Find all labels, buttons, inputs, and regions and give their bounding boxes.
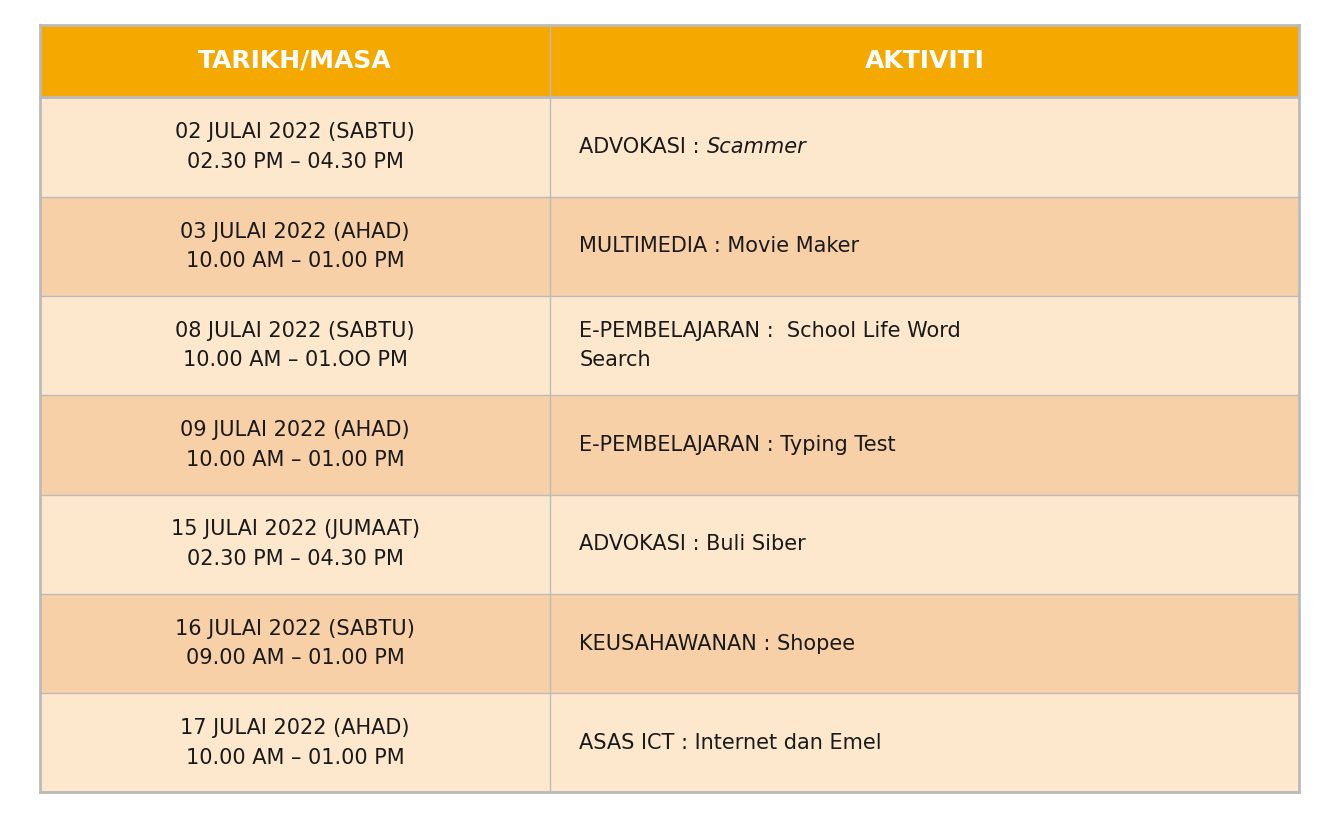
Bar [550,296,1299,395]
Text: 09 JULAI 2022 (AHAD)
10.00 AM – 01.00 PM: 09 JULAI 2022 (AHAD) 10.00 AM – 01.00 PM [181,420,410,470]
Bar [40,395,550,494]
Bar [550,97,1299,197]
Bar [40,693,550,792]
Bar [40,97,550,197]
Text: ADVOKASI :: ADVOKASI : [580,137,707,157]
Bar [550,197,1299,296]
Bar [40,197,550,296]
Bar [550,395,1299,494]
Text: AKTIVITI: AKTIVITI [865,49,984,73]
Text: 03 JULAI 2022 (AHAD)
10.00 AM – 01.00 PM: 03 JULAI 2022 (AHAD) 10.00 AM – 01.00 PM [181,221,410,271]
Text: ADVOKASI : Buli Siber: ADVOKASI : Buli Siber [580,534,806,554]
Bar [550,25,1299,97]
Bar [40,296,550,395]
Bar [550,594,1299,693]
Text: 15 JULAI 2022 (JUMAAT)
02.30 PM – 04.30 PM: 15 JULAI 2022 (JUMAAT) 02.30 PM – 04.30 … [170,520,419,569]
Bar [40,494,550,594]
Text: E-PEMBELAJARAN : Typing Test: E-PEMBELAJARAN : Typing Test [580,435,896,455]
Text: 08 JULAI 2022 (SABTU)
10.00 AM – 01.OO PM: 08 JULAI 2022 (SABTU) 10.00 AM – 01.OO P… [175,321,415,370]
Text: KEUSAHAWANAN : Shopee: KEUSAHAWANAN : Shopee [580,633,856,654]
Text: ASAS ICT : Internet dan Emel: ASAS ICT : Internet dan Emel [580,733,882,752]
Text: Scammer: Scammer [707,137,806,157]
Text: TARIKH/MASA: TARIKH/MASA [198,49,392,73]
Bar [550,693,1299,792]
Bar [40,594,550,693]
Bar [40,25,550,97]
Text: 17 JULAI 2022 (AHAD)
10.00 AM – 01.00 PM: 17 JULAI 2022 (AHAD) 10.00 AM – 01.00 PM [181,718,410,768]
Text: MULTIMEDIA : Movie Maker: MULTIMEDIA : Movie Maker [580,236,860,257]
Text: 16 JULAI 2022 (SABTU)
09.00 AM – 01.00 PM: 16 JULAI 2022 (SABTU) 09.00 AM – 01.00 P… [175,618,415,668]
Bar [550,494,1299,594]
Text: 02 JULAI 2022 (SABTU)
02.30 PM – 04.30 PM: 02 JULAI 2022 (SABTU) 02.30 PM – 04.30 P… [175,123,415,172]
Text: E-PEMBELAJARAN :  School Life Word
Search: E-PEMBELAJARAN : School Life Word Search [580,321,961,370]
